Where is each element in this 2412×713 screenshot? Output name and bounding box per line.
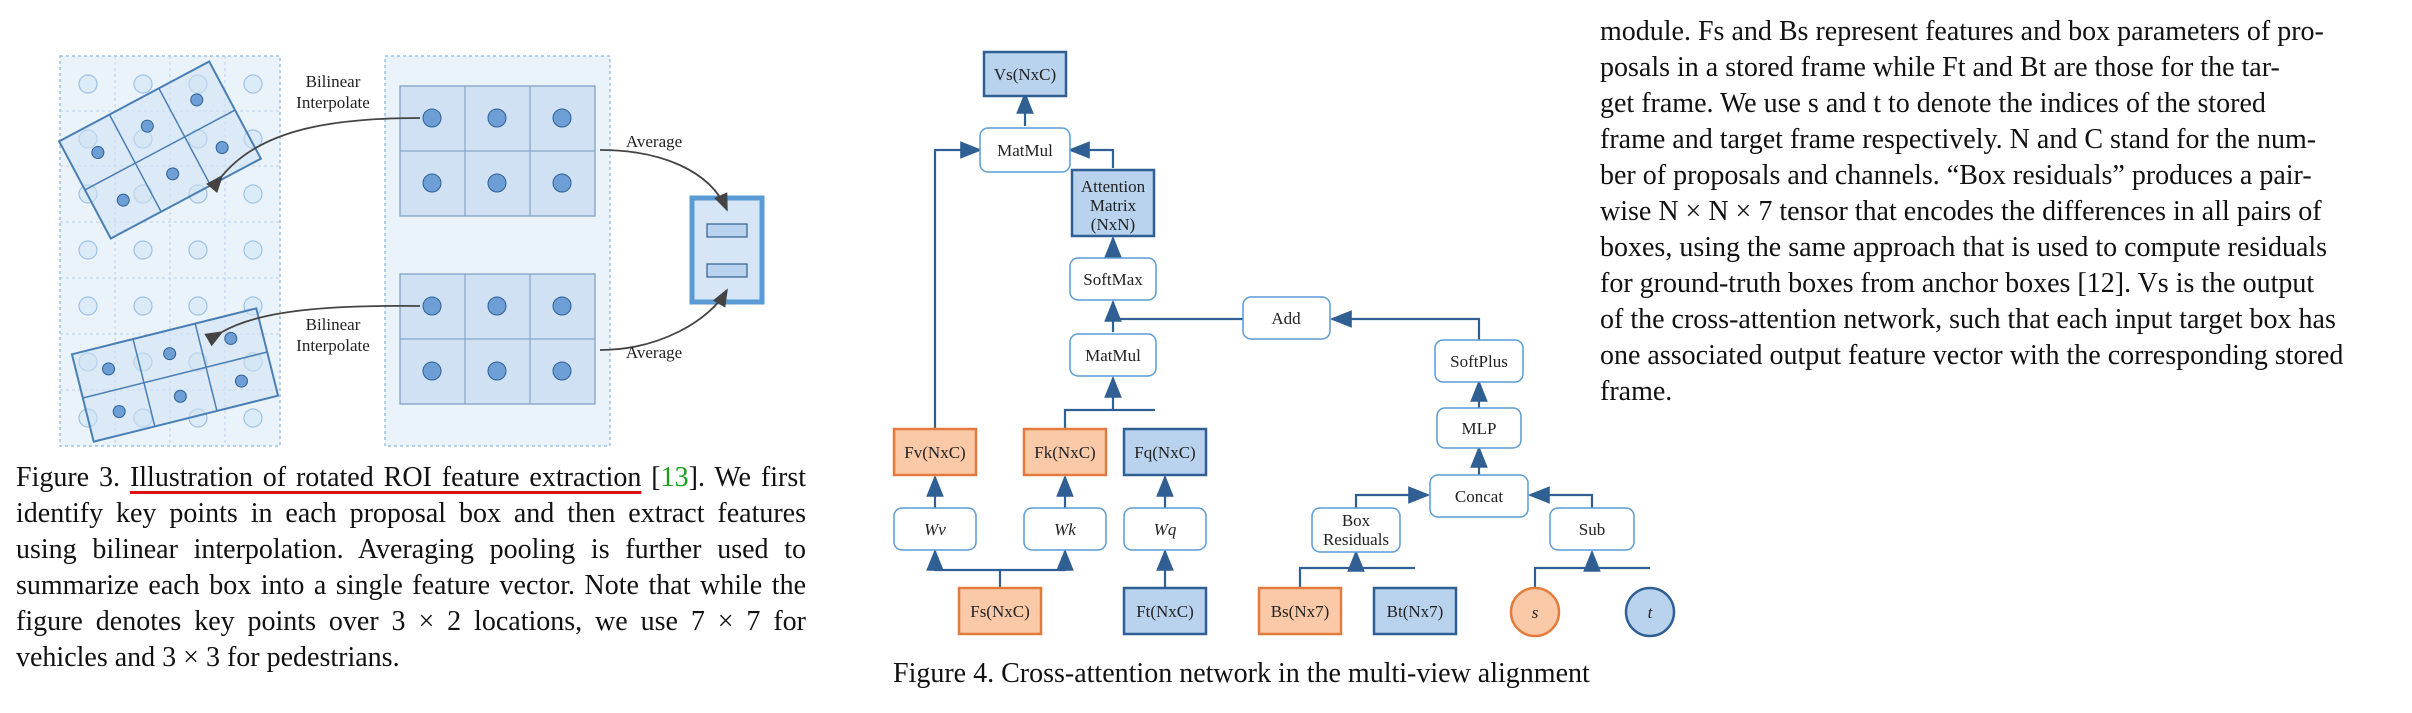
body-line: one associated output feature vector wit… (1600, 340, 2344, 371)
body-line: frame and target frame respectively. N a… (1600, 124, 2317, 155)
node-fs: Fs(NxC) (957, 586, 1043, 636)
svg-text:Vs(NxC): Vs(NxC) (994, 65, 1056, 84)
node-add: Add (1242, 296, 1331, 340)
rotated-roi-box-1 (57, 60, 263, 240)
node-s: s (1509, 586, 1561, 638)
svg-text:(NxN): (NxN) (1091, 215, 1135, 234)
node-fk: Fk(NxC) (1022, 427, 1108, 477)
node-wv: Wv (893, 507, 977, 551)
output-feature-vector (689, 195, 765, 305)
node-bs: Bs(Nx7) (1257, 586, 1343, 636)
node-box-residuals: Box Residuals (1311, 507, 1401, 553)
svg-text:Add: Add (1271, 309, 1301, 328)
body-line: posals in a stored frame while Ft and Bt… (1600, 52, 2280, 83)
figure-3: Bilinear Interpolate Bilinear Interpolat… (0, 0, 870, 470)
svg-text:SoftMax: SoftMax (1083, 270, 1143, 289)
node-matmul-mid: MatMul (1069, 333, 1157, 377)
cross-attention-diagram: Vs(NxC) MatMul Attention Matrix (NxN) So… (892, 50, 1676, 638)
svg-text:Concat: Concat (1455, 487, 1503, 506)
node-softplus: SoftPlus (1434, 339, 1524, 383)
figure-3-title: Illustration of rotated ROI feature extr… (129, 462, 642, 493)
node-fv: Fv(NxC) (892, 427, 978, 477)
node-concat: Concat (1429, 474, 1529, 518)
body-line: module. Fs and Bs represent features and… (1600, 16, 2324, 47)
body-line: get frame. We use s and t to denote the … (1600, 88, 2266, 119)
figure-3-caption: Figure 3. Illustration of rotated ROI fe… (16, 462, 807, 673)
body-line: frame. (1600, 376, 1673, 407)
svg-text:Box: Box (1342, 511, 1371, 530)
svg-text:Wv: Wv (924, 520, 946, 539)
node-bt: Bt(Nx7) (1372, 586, 1458, 636)
svg-text:MatMul: MatMul (997, 141, 1053, 160)
node-wq: Wq (1123, 507, 1207, 551)
rotated-roi-box-2 (70, 307, 280, 443)
pooled-features-panel (384, 55, 611, 447)
bilinear-label-2-line2: Interpolate (296, 336, 370, 355)
svg-text:Attention: Attention (1081, 177, 1146, 196)
svg-text:Wq: Wq (1154, 520, 1177, 539)
figure-4-caption: Figure 4. Cross-attention network in the… (893, 658, 1590, 689)
svg-text:Fk(NxC): Fk(NxC) (1034, 443, 1095, 462)
svg-text:Wk: Wk (1054, 520, 1076, 539)
svg-text:t: t (1648, 603, 1654, 622)
average-label-2: Average (626, 343, 682, 362)
body-paragraph: module. Fs and Bs represent features and… (1600, 14, 2390, 410)
figure-3-diagram: Bilinear Interpolate Bilinear Interpolat… (57, 55, 765, 447)
node-vs-output: Vs(NxC) (982, 50, 1068, 98)
figure-3-caption-text: We first identify key points in each pro… (16, 462, 807, 673)
svg-text:Bs(Nx7): Bs(Nx7) (1271, 602, 1330, 621)
figure-4: Vs(NxC) MatMul Attention Matrix (NxN) So… (880, 40, 1700, 660)
svg-text:Fs(NxC): Fs(NxC) (970, 602, 1030, 621)
figure-3-label: Figure 3. (16, 462, 121, 493)
svg-text:MatMul: MatMul (1085, 346, 1141, 365)
node-fq: Fq(NxC) (1122, 427, 1208, 477)
body-line: for ground-truth boxes from anchor boxes… (1600, 268, 2315, 299)
average-label-1: Average (626, 132, 682, 151)
bilinear-label-2-line1: Bilinear (306, 315, 361, 334)
body-line: boxes, using the same approach that is u… (1600, 232, 2328, 263)
svg-text:Fv(NxC): Fv(NxC) (904, 443, 965, 462)
svg-text:Sub: Sub (1579, 520, 1605, 539)
svg-text:SoftPlus: SoftPlus (1450, 352, 1508, 371)
svg-text:Residuals: Residuals (1323, 530, 1389, 549)
node-wk: Wk (1023, 507, 1107, 551)
node-matmul-top: MatMul (979, 127, 1071, 173)
bilinear-label-1-line1: Bilinear (306, 72, 361, 91)
svg-text:Bt(Nx7): Bt(Nx7) (1387, 602, 1444, 621)
node-ft: Ft(NxC) (1122, 586, 1208, 636)
svg-text:Matrix: Matrix (1090, 196, 1137, 215)
node-mlp: MLP (1436, 407, 1522, 449)
node-t: t (1624, 586, 1676, 638)
svg-text:s: s (1532, 603, 1539, 622)
bilinear-label-1-line2: Interpolate (296, 93, 370, 112)
svg-text:MLP: MLP (1462, 419, 1497, 438)
node-attention-matrix: Attention Matrix (NxN) (1070, 168, 1156, 238)
body-line: ber of proposals and channels. “Box resi… (1600, 160, 2312, 191)
node-sub: Sub (1549, 507, 1635, 551)
svg-text:Fq(NxC): Fq(NxC) (1134, 443, 1195, 462)
body-line: of the cross-attention network, such tha… (1600, 304, 2336, 335)
node-softmax: SoftMax (1069, 257, 1157, 301)
body-line: wise N × N × 7 tensor that encodes the d… (1600, 196, 2322, 227)
citation-13[interactable]: 13 (660, 462, 689, 493)
svg-text:Ft(NxC): Ft(NxC) (1136, 602, 1194, 621)
